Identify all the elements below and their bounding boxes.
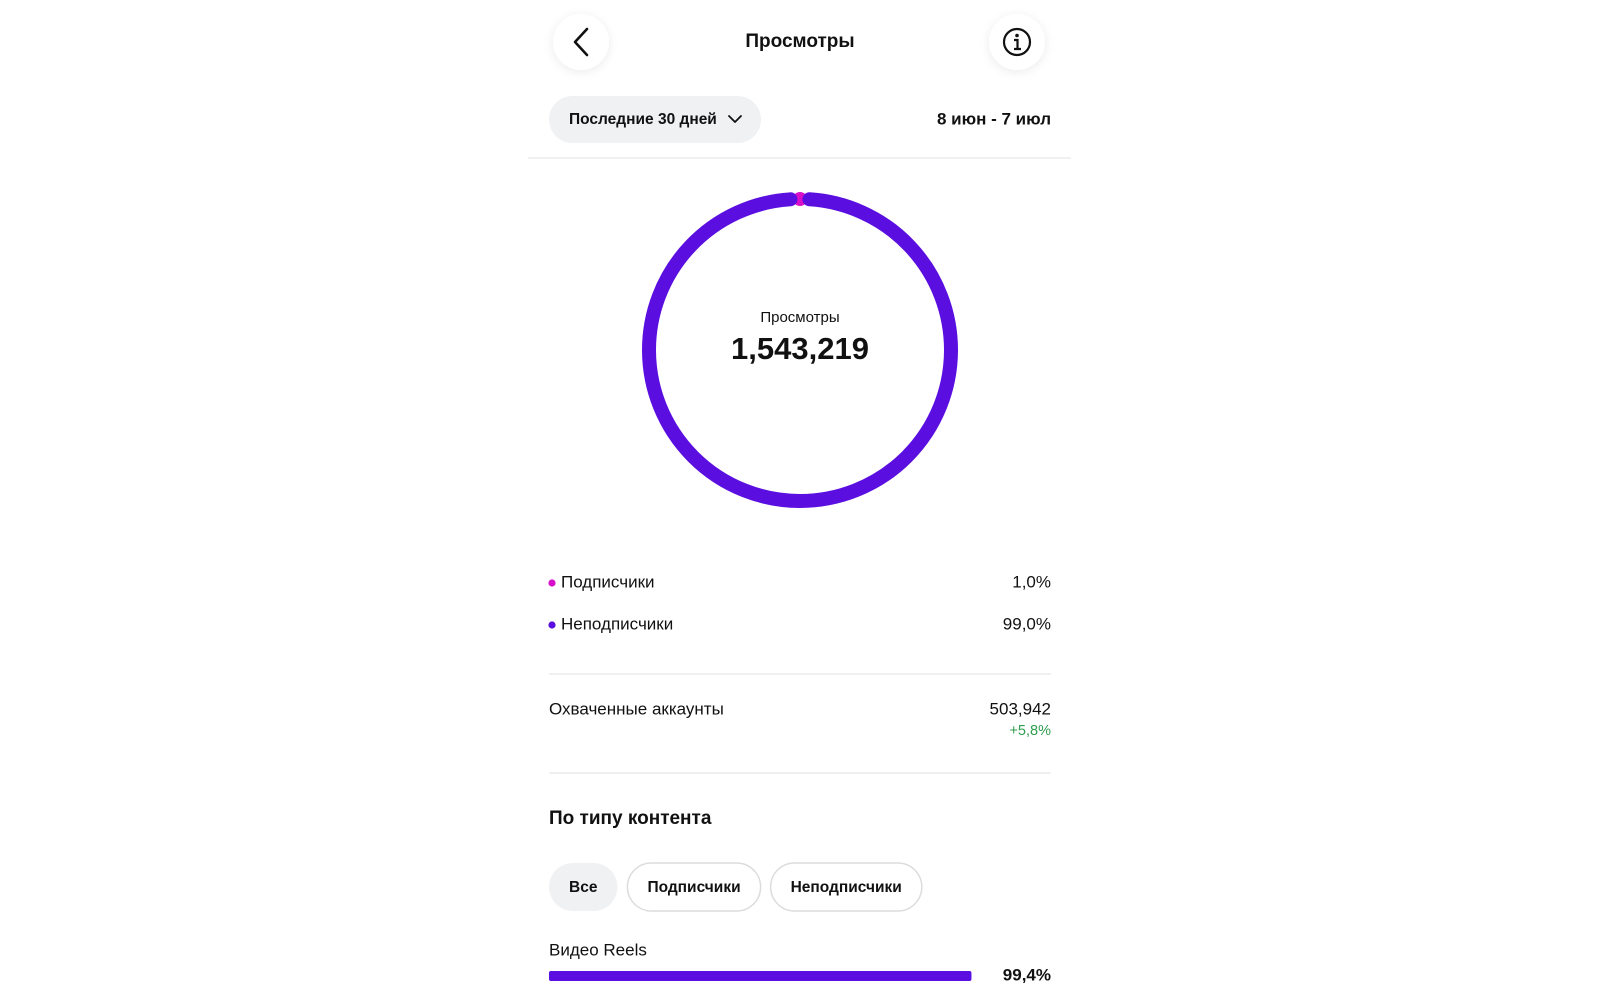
- content-bars: Видео Reels 99,4%: [549, 940, 1051, 984]
- tab-background: [769, 862, 923, 912]
- reached-value: 503,942: [990, 699, 1051, 718]
- donut-segment: [642, 192, 958, 508]
- page-title: Просмотры: [745, 31, 854, 52]
- legend-value: 1,0%: [1012, 572, 1051, 591]
- section-title: По типу контента: [549, 808, 712, 829]
- donut-center-value: 1,543,219: [731, 331, 869, 366]
- donut-segment: [642, 192, 958, 508]
- donut-chart: [642, 192, 958, 508]
- reached-label: Охваченные аккаунты: [549, 699, 724, 718]
- tab-label: Подписчики: [647, 879, 740, 896]
- tab-background: [549, 863, 618, 911]
- tab-label: Все: [569, 879, 598, 896]
- legend-dot: [548, 621, 556, 629]
- bar-label: Видео Reels: [549, 940, 647, 959]
- tab[interactable]: Подписчики: [626, 862, 762, 912]
- bar-value: 99,4%: [1003, 965, 1051, 984]
- legend-value: 99,0%: [1003, 614, 1051, 633]
- back-button[interactable]: [553, 14, 609, 70]
- tab[interactable]: Неподписчики: [769, 862, 923, 912]
- period-dropdown[interactable]: Последние 30 дней: [549, 96, 761, 143]
- info-button[interactable]: [989, 14, 1045, 70]
- tab-bar: Все Подписчики Неподписчики: [549, 862, 923, 912]
- period-label: Последние 30 дней: [569, 111, 717, 128]
- legend: Подписчики 1,0% Неподписчики 99,0%: [548, 572, 1051, 633]
- date-range: 8 июн - 7 июл: [937, 109, 1051, 128]
- reached-change: +5,8%: [1009, 723, 1051, 739]
- tab[interactable]: Все: [549, 863, 618, 911]
- bar: [549, 971, 972, 981]
- tab-background: [626, 862, 762, 912]
- tab-label: Неподписчики: [791, 879, 902, 896]
- legend-dot: [548, 579, 556, 587]
- donut-center-label: Просмотры: [760, 309, 839, 326]
- legend-label: Неподписчики: [561, 614, 673, 633]
- legend-label: Подписчики: [561, 572, 655, 591]
